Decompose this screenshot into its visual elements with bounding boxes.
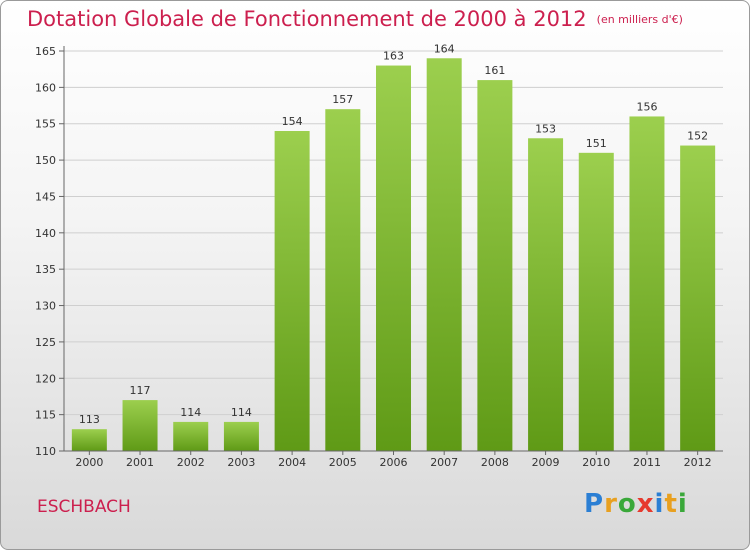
x-tick-label-2007: 2007	[430, 456, 458, 469]
bar-2007	[426, 58, 462, 451]
bar-2001	[122, 400, 158, 451]
bar-2012	[680, 145, 716, 451]
y-tick-label: 110	[35, 445, 56, 458]
chart-unit-note: (en milliers d'€)	[596, 13, 683, 26]
y-tick-label: 160	[35, 81, 56, 94]
data-label-2003: 114	[231, 406, 252, 419]
data-label-2010: 151	[586, 137, 607, 150]
x-tick-label-2010: 2010	[582, 456, 610, 469]
x-tick-label-2005: 2005	[329, 456, 357, 469]
chart-title-text: Dotation Globale de Fonctionnement de 20…	[27, 7, 587, 31]
bar-2005	[325, 109, 361, 451]
x-tick-label-2000: 2000	[75, 456, 103, 469]
data-label-2005: 157	[332, 93, 353, 106]
y-tick-label: 155	[35, 118, 56, 131]
y-tick-label: 165	[35, 45, 56, 58]
x-tick-label-2012: 2012	[684, 456, 712, 469]
proxiti-logo: Proxiti	[584, 489, 688, 519]
bar-2006	[376, 65, 411, 451]
logo-letter: o	[617, 489, 637, 519]
x-tick-label-2008: 2008	[481, 456, 509, 469]
data-label-2007: 164	[434, 42, 455, 55]
y-tick-label: 135	[35, 263, 56, 276]
x-tick-label-2009: 2009	[532, 456, 560, 469]
logo-letter: x	[636, 489, 655, 519]
x-tick-label-2002: 2002	[177, 456, 205, 469]
bar-2011	[629, 116, 665, 452]
data-label-2008: 161	[484, 64, 505, 77]
data-label-2004: 154	[282, 115, 303, 128]
logo-letter: i	[677, 489, 688, 519]
y-tick-label: 130	[35, 300, 56, 313]
y-tick-label: 120	[35, 372, 56, 385]
y-tick-label: 150	[35, 154, 56, 167]
bar-2002	[173, 421, 209, 451]
data-label-2006: 163	[383, 50, 404, 63]
commune-name: ESCHBACH	[37, 497, 131, 517]
data-label-2001: 117	[130, 384, 151, 397]
bar-2009	[528, 138, 564, 452]
y-tick-label: 140	[35, 227, 56, 240]
logo-letter: t	[664, 489, 678, 519]
x-tick-label-2004: 2004	[278, 456, 306, 469]
data-label-2002: 114	[180, 406, 201, 419]
bars	[71, 58, 716, 452]
x-tick-label-2003: 2003	[227, 456, 255, 469]
data-label-2000: 113	[79, 413, 100, 426]
logo-letter: r	[604, 489, 618, 519]
labels: 110 115 120 125 130 135 140 145 150 155 160 165 113 2…	[35, 42, 712, 469]
bar-2010	[578, 152, 614, 451]
x-tick-label-2006: 2006	[380, 456, 408, 469]
axes	[59, 46, 723, 455]
bar-2000	[71, 429, 107, 451]
data-label-2012: 152	[687, 130, 708, 143]
y-tick-label: 145	[35, 190, 56, 203]
x-tick-label-2001: 2001	[126, 456, 154, 469]
logo-letter: i	[654, 489, 665, 519]
data-label-2011: 156	[636, 100, 657, 113]
bar-2004	[274, 131, 310, 451]
data-label-2009: 153	[535, 122, 556, 135]
bar-2003	[223, 421, 259, 451]
y-tick-label: 115	[35, 409, 56, 422]
x-tick-label-2011: 2011	[633, 456, 661, 469]
y-tick-label: 125	[35, 336, 56, 349]
logo-letter: P	[584, 489, 605, 519]
chart-title: Dotation Globale de Fonctionnement de 20…	[27, 7, 683, 31]
bar-2008	[477, 80, 513, 451]
